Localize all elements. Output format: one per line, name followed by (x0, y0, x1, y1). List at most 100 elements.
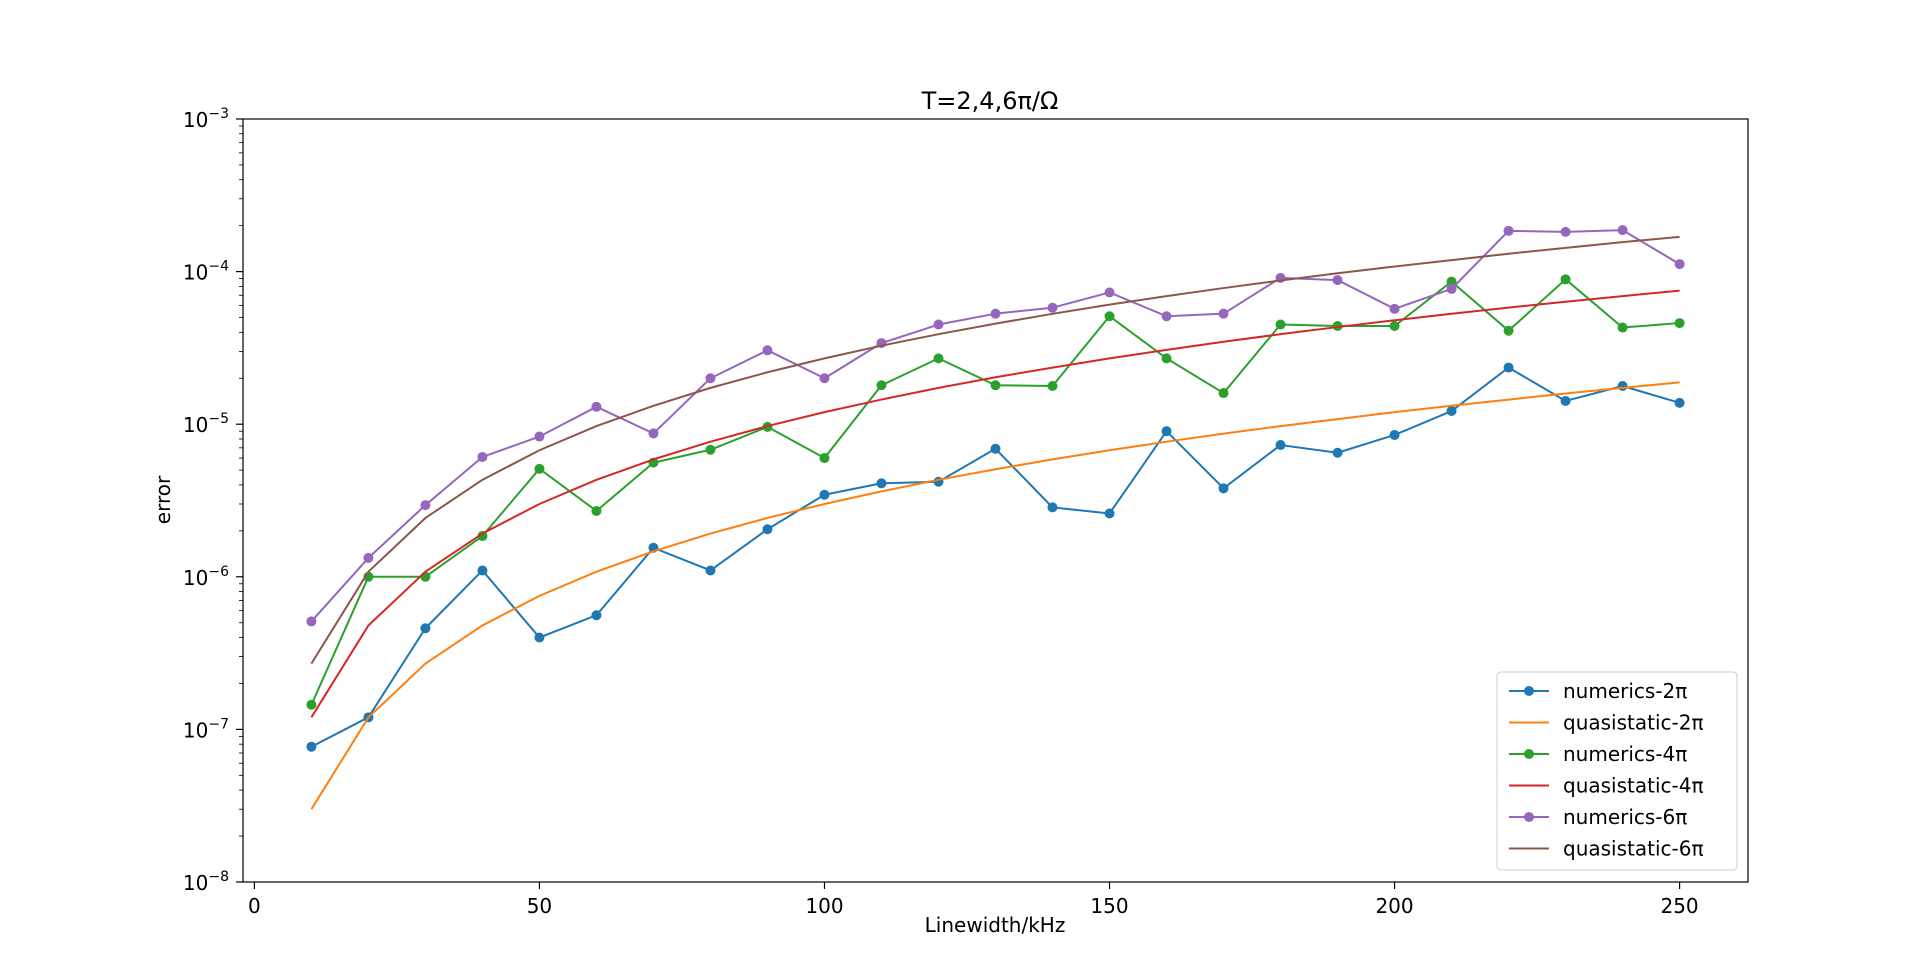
data-point (591, 505, 602, 516)
data-point (1332, 447, 1343, 458)
data-point (1617, 225, 1628, 236)
data-point (1389, 429, 1400, 440)
y-tick-base: 10 (183, 108, 208, 132)
data-point (1161, 353, 1172, 364)
data-point (705, 565, 716, 576)
data-point (990, 443, 1001, 454)
legend-label: numerics-2π (1563, 679, 1687, 703)
data-point (1047, 380, 1058, 391)
y-tick-exponent: −4 (208, 259, 229, 275)
data-point (1674, 259, 1685, 270)
data-point (306, 616, 317, 627)
data-point (1446, 406, 1457, 417)
data-point (648, 428, 659, 439)
data-point (363, 552, 374, 563)
series-line (310, 235, 1680, 665)
data-point (534, 431, 545, 442)
y-tick-label: 10−3 (183, 106, 229, 132)
data-point (420, 500, 431, 511)
data-point (762, 345, 773, 356)
data-point (420, 571, 431, 582)
y-tick-exponent: −5 (208, 411, 229, 427)
data-point (1617, 380, 1628, 391)
y-tick-base: 10 (183, 261, 208, 285)
data-point (1674, 397, 1685, 408)
data-point (1047, 302, 1058, 313)
data-point (534, 463, 545, 474)
data-point (1503, 325, 1514, 336)
data-point (990, 380, 1001, 391)
data-point (1104, 508, 1115, 519)
data-point (819, 373, 830, 384)
legend-box (1496, 671, 1738, 871)
legend-item: numerics-6π (1509, 805, 1687, 829)
legend-label: numerics-4π (1563, 742, 1687, 766)
data-point (1674, 318, 1685, 329)
x-tick-label: 50 (527, 894, 552, 918)
series-quasistatic-6π (310, 235, 1680, 665)
series-numerics-4π (306, 274, 1685, 710)
data-point (1446, 276, 1457, 287)
legend-item: quasistatic-4π (1509, 774, 1704, 798)
data-point (705, 444, 716, 455)
chart-title: T=2,4,6π/Ω (921, 87, 1059, 115)
data-point (477, 451, 488, 462)
data-point (1332, 321, 1343, 332)
data-point (1503, 362, 1514, 373)
legend-marker (1524, 749, 1534, 759)
series-quasistatic-2π (310, 381, 1680, 810)
y-tick-exponent: −7 (208, 716, 229, 732)
y-tick-exponent: −6 (208, 564, 229, 580)
data-point (306, 699, 317, 710)
data-point (1161, 426, 1172, 437)
data-point (876, 380, 887, 391)
y-tick-label: 10−8 (183, 869, 229, 895)
y-tick-base: 10 (183, 566, 208, 590)
legend-label: quasistatic-4π (1563, 774, 1704, 798)
x-tick-label: 200 (1375, 894, 1413, 918)
legend-label: quasistatic-6π (1563, 837, 1704, 861)
y-tick-base: 10 (183, 871, 208, 895)
data-point (876, 478, 887, 489)
y-axis-label: error (151, 475, 175, 524)
data-point (1104, 311, 1115, 322)
data-point (1275, 440, 1286, 451)
data-point (1446, 283, 1457, 294)
legend-item: quasistatic-6π (1509, 837, 1704, 861)
x-axis: 0 50 100 150 200 250 (248, 882, 1699, 918)
data-point (933, 319, 944, 330)
x-tick-label: 100 (805, 894, 843, 918)
y-tick-base: 10 (183, 718, 208, 742)
y-tick-exponent: −3 (208, 106, 229, 122)
data-point (819, 453, 830, 464)
data-point (420, 623, 431, 634)
data-point (990, 308, 1001, 319)
series-line (310, 289, 1680, 718)
series-line (310, 381, 1680, 810)
data-point (1104, 287, 1115, 298)
data-point (591, 401, 602, 412)
legend-label: numerics-6π (1563, 805, 1687, 829)
y-tick-exponent: −8 (208, 869, 229, 885)
legend: numerics-2π quasistatic-2π numerics-4π quas… (1496, 671, 1738, 871)
data-point (1560, 395, 1571, 406)
data-point (1047, 502, 1058, 513)
data-point (1161, 311, 1172, 322)
legend-item: numerics-2π (1509, 679, 1687, 703)
data-point (1275, 319, 1286, 330)
data-point (306, 741, 317, 752)
data-point (1218, 388, 1229, 399)
legend-marker (1524, 812, 1534, 822)
data-point (705, 373, 716, 384)
x-tick-label: 150 (1090, 894, 1128, 918)
data-point (819, 489, 830, 500)
data-point (933, 353, 944, 364)
legend-item: numerics-4π (1509, 742, 1687, 766)
legend-item: quasistatic-2π (1509, 711, 1704, 735)
y-tick-label: 10−7 (183, 716, 229, 742)
series-numerics-2π (306, 362, 1685, 752)
data-point (1503, 225, 1514, 236)
y-tick-base: 10 (183, 413, 208, 437)
plot-area (306, 225, 1685, 810)
